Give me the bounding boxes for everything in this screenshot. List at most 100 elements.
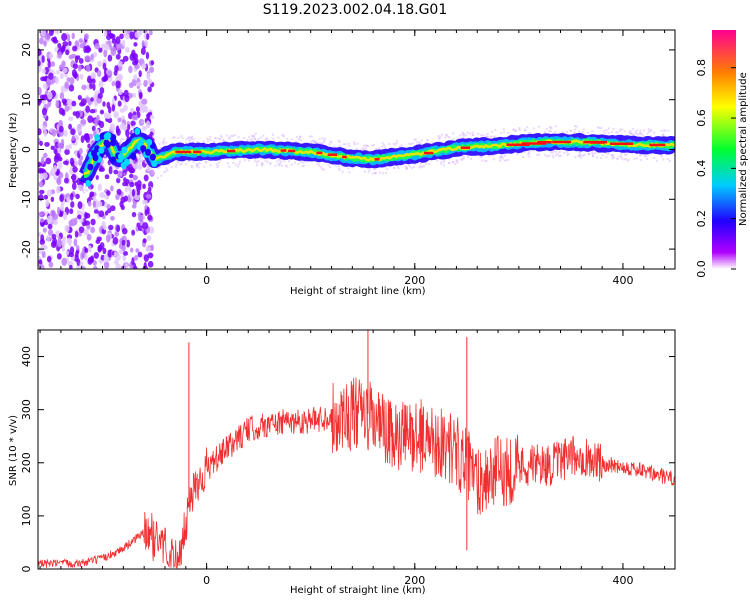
noise-dot (51, 36, 57, 43)
halo-dot (381, 145, 384, 148)
halo-dot (447, 135, 450, 138)
noise-dot (108, 224, 114, 231)
halo-dot (616, 132, 619, 135)
noise-dot (39, 94, 45, 100)
noise-dot (108, 166, 113, 175)
halo-dot (591, 152, 594, 155)
halo-dot (341, 170, 344, 173)
halo-dot (257, 159, 260, 162)
halo-dot (93, 139, 96, 142)
noise-dot (133, 42, 138, 47)
halo-dot (528, 152, 531, 155)
halo-dot (480, 133, 483, 136)
noise-dot (59, 194, 64, 202)
noise-dot (38, 255, 42, 261)
noise-dot (53, 174, 57, 181)
halo-dot (372, 167, 375, 170)
halo-dot (374, 172, 377, 175)
halo-dot (384, 166, 387, 169)
halo-dot (410, 143, 413, 146)
noise-dot (127, 163, 133, 171)
halo-dot (269, 161, 272, 164)
noise-dot (131, 211, 137, 218)
noise-dot (105, 234, 111, 243)
noise-dot (99, 109, 105, 115)
halo-dot (397, 167, 400, 170)
halo-dot (284, 164, 287, 167)
bottom-xlabel: Height of straight line (km) (290, 585, 426, 596)
noise-dot (135, 248, 140, 253)
halo-dot (179, 163, 182, 166)
halo-dot (626, 159, 629, 162)
halo-dot (175, 163, 178, 166)
noise-dot (84, 220, 91, 227)
halo-dot (600, 157, 603, 160)
noise-dot (103, 30, 108, 37)
halo-dot (266, 160, 269, 163)
noise-dot (55, 99, 60, 109)
halo-dot (616, 157, 619, 160)
halo-dot (627, 159, 630, 162)
halo-dot (104, 153, 107, 156)
noise-dot (40, 76, 45, 82)
noise-dot (86, 233, 92, 241)
noise-dot (139, 105, 146, 114)
noise-dot (96, 236, 102, 242)
halo-dot (91, 182, 94, 185)
halo-dot (360, 148, 363, 151)
halo-dot (551, 151, 554, 154)
halo-dot (426, 139, 429, 142)
halo-dot (213, 141, 216, 144)
halo-dot (605, 129, 608, 132)
halo-dot (482, 134, 485, 137)
halo-dot (588, 153, 591, 156)
noise-dot (78, 158, 83, 167)
noise-dot (134, 114, 139, 121)
halo-dot (185, 163, 188, 166)
noise-dot (59, 92, 65, 100)
halo-dot (621, 128, 624, 131)
halo-dot (421, 166, 424, 169)
halo-dot (583, 133, 586, 136)
noise-dot (116, 128, 121, 136)
noise-dot (116, 188, 122, 196)
noise-dot (110, 205, 116, 212)
halo-dot (254, 132, 257, 135)
halo-dot (485, 160, 488, 163)
noise-dot (64, 224, 70, 233)
halo-dot (133, 160, 136, 163)
halo-dot (629, 130, 632, 133)
halo-dot (283, 160, 286, 163)
noise-dot (99, 167, 105, 172)
halo-dot (203, 165, 206, 168)
noise-dot (69, 208, 74, 215)
ridge-blob (121, 146, 128, 154)
x-tick-label: 400 (612, 274, 633, 287)
y-tick-label: 0 (20, 146, 33, 153)
halo-dot (639, 154, 642, 157)
noise-dot (134, 194, 140, 201)
halo-dot (549, 130, 552, 133)
halo-dot (192, 160, 195, 163)
noise-dot (61, 109, 66, 117)
noise-dot (43, 152, 48, 159)
halo-dot (451, 160, 454, 163)
halo-dot (308, 135, 311, 138)
halo-dot (286, 137, 289, 140)
halo-dot (569, 129, 572, 132)
noise-dot (122, 254, 126, 262)
noise-dot (77, 231, 82, 237)
noise-dot (123, 195, 129, 202)
noise-dot (53, 213, 59, 220)
halo-dot (413, 138, 416, 141)
noise-dot (40, 234, 45, 242)
noise-dot (142, 238, 147, 244)
halo-dot (653, 156, 656, 159)
halo-dot (461, 133, 464, 136)
halo-dot (232, 162, 235, 165)
halo-dot (82, 188, 85, 191)
top-ylabel: Frequency (Hz) (8, 112, 19, 188)
noise-dot (56, 206, 61, 215)
noise-dot (38, 86, 42, 96)
